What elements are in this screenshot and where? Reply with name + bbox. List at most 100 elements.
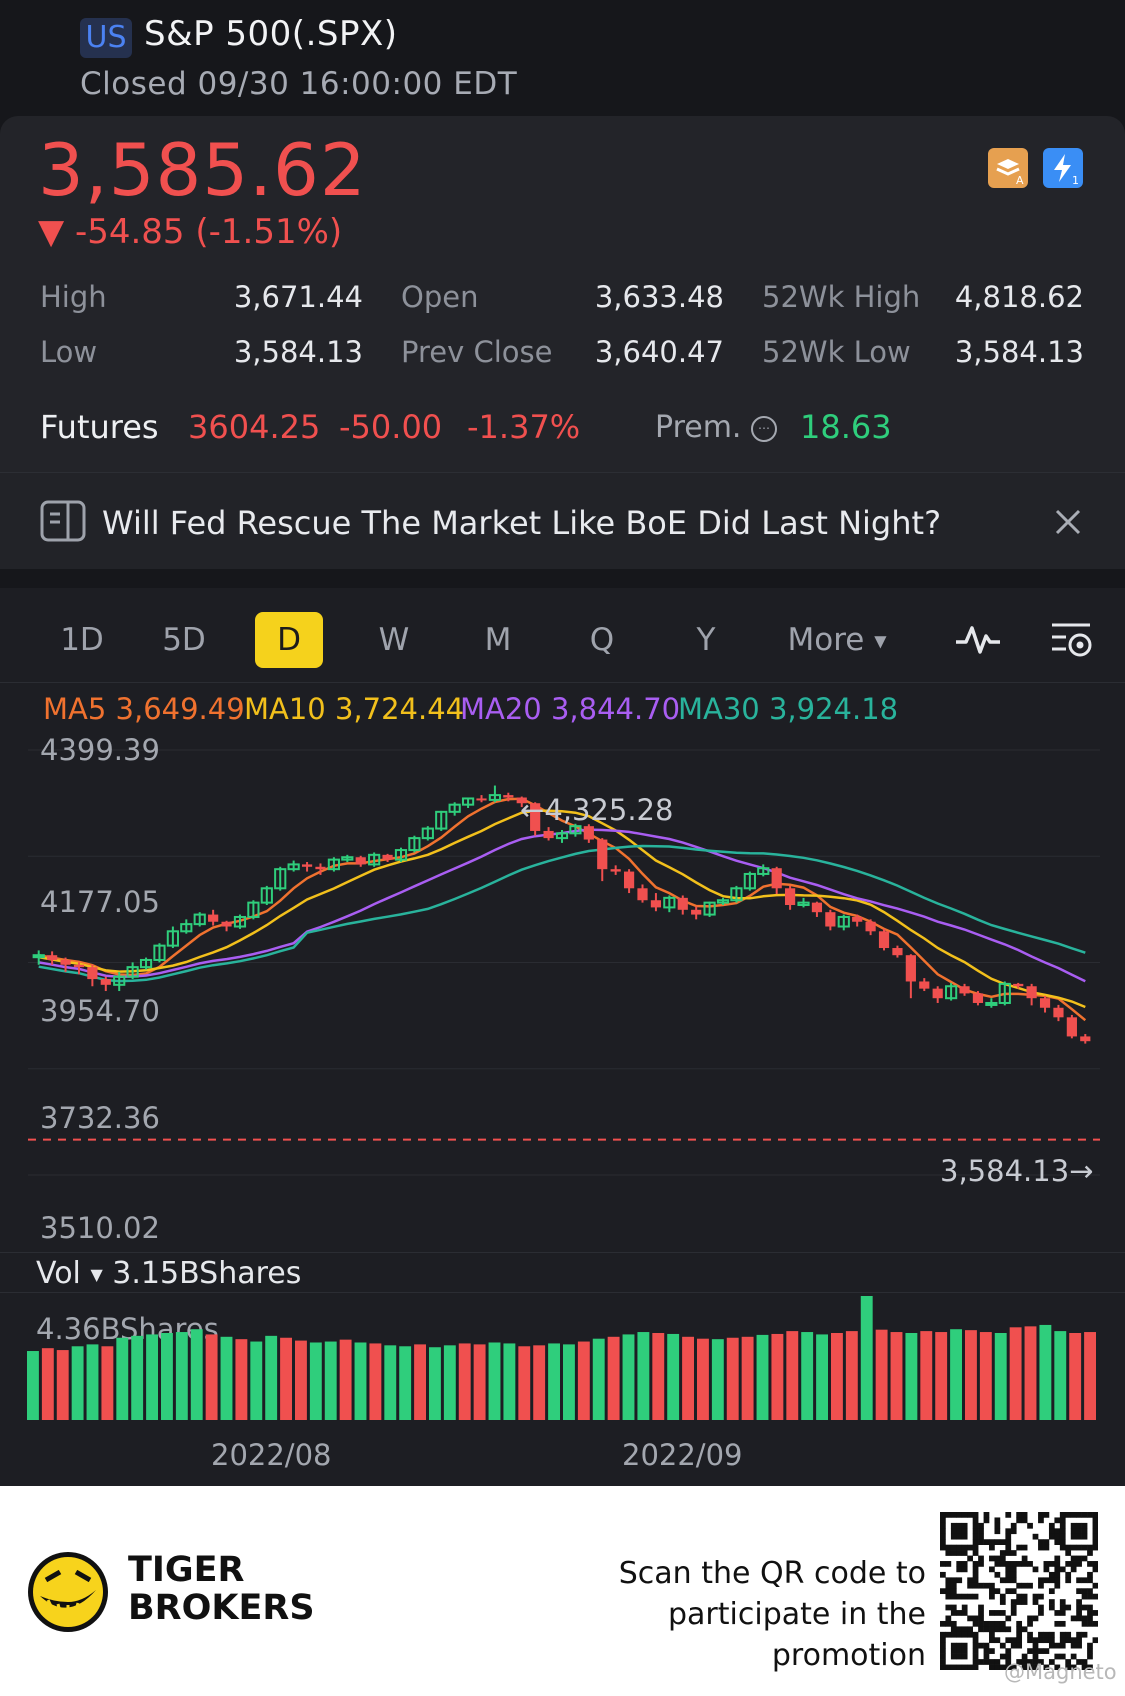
qr-module [1092,1544,1098,1551]
qr-code[interactable] [940,1512,1098,1670]
qr-module [1054,1539,1061,1545]
tab-5d[interactable]: 5D [162,622,206,658]
tab-more[interactable]: More ▼ [787,622,887,658]
qr-module [1043,1637,1050,1644]
qr-module [1076,1561,1082,1567]
news-title[interactable]: Will Fed Rescue The Market Like BoE Did … [102,504,942,542]
volume-bar [369,1343,382,1420]
qr-module [994,1664,1001,1670]
chart-settings-icon[interactable] [1050,620,1094,664]
qr-module [1016,1561,1023,1567]
qr-module [1048,1642,1055,1649]
candle-body [32,954,45,959]
qr-module [1021,1544,1028,1551]
qr-module [989,1648,995,1654]
qr-module [1048,1588,1055,1595]
tab-q[interactable]: Q [589,622,615,658]
volume-bar [250,1341,263,1420]
ma30-line [38,844,1086,983]
qr-module [999,1577,1006,1584]
qr-module [972,1593,979,1600]
volume-bar [726,1337,739,1420]
qr-module [1016,1631,1023,1638]
qr-module [1016,1659,1023,1665]
qr-module [1021,1659,1028,1665]
price-change: ▼ -54.85 (-1.51%) [38,212,343,252]
candlestick-chart[interactable] [0,720,1125,1240]
qr-module [1005,1528,1012,1535]
qr-module [989,1637,995,1644]
last-price: 3,585.62 [38,128,367,212]
qr-module [956,1642,963,1649]
qr-module [950,1550,957,1556]
candle-body [1053,1007,1064,1018]
tab-y[interactable]: Y [696,622,716,658]
volume-bar [771,1333,784,1420]
qr-module [1021,1664,1028,1670]
candle-body [221,921,232,927]
y-tick-2: 4177.05 [40,885,160,919]
lightning-icon[interactable]: 1 [1043,148,1083,188]
stat-label-prev-close: Prev Close [401,335,553,369]
news-banner[interactable] [0,472,1125,569]
candle-body [543,830,554,839]
close-icon[interactable] [1054,508,1082,540]
qr-module [989,1588,995,1595]
qr-module [1032,1599,1039,1605]
qr-module [956,1664,963,1670]
qr-module [1016,1626,1023,1633]
qr-module [999,1620,1006,1627]
qr-module [940,1539,946,1545]
qr-module [961,1566,968,1573]
tab-m[interactable]: M [484,622,512,658]
qr-module [1016,1642,1023,1649]
qr-module [1070,1642,1077,1649]
qr-module [972,1653,979,1660]
qr-module [994,1620,1001,1627]
volume-bar [860,1296,873,1420]
qr-module [1038,1577,1044,1584]
info-icon[interactable]: ⋯ [751,415,778,442]
qr-module [1059,1528,1066,1535]
candle-body [461,797,475,806]
volume-bar [548,1343,560,1420]
qr-module [972,1648,979,1654]
qr-module [989,1631,995,1638]
qr-module [1087,1588,1093,1595]
volume-chart[interactable] [0,1290,1125,1422]
qr-module [978,1533,984,1540]
qr-module [1076,1599,1082,1605]
tab-w[interactable]: W [378,622,410,658]
qr-module [1065,1631,1072,1638]
indicator-icon[interactable] [954,622,1002,660]
tab-1d[interactable]: 1D [60,622,104,658]
qr-module [989,1566,995,1573]
volume-bar [473,1344,486,1420]
candle-body [743,872,756,890]
futures-label[interactable]: Futures [40,408,159,446]
volume-bar [637,1332,650,1420]
qr-module [1010,1664,1017,1670]
volume-bar [280,1337,292,1420]
volume-selector[interactable]: Vol ▼ 3.15BShares [36,1256,302,1291]
qr-module [1005,1637,1012,1644]
qr-module [1032,1637,1039,1644]
qr-module [1070,1664,1077,1670]
volume-bar [56,1350,69,1420]
qr-module [961,1610,968,1616]
qr-module [1081,1577,1088,1584]
qr-module [978,1620,984,1627]
qr-module [1076,1631,1082,1638]
qr-module [940,1664,946,1670]
qr-module [956,1512,963,1518]
tab-d[interactable]: D [255,612,323,668]
qr-module [961,1653,968,1660]
level2-icon[interactable]: A [988,148,1028,188]
candle-body [811,902,823,913]
qr-module [1027,1561,1033,1567]
qr-module [940,1659,946,1665]
qr-module [989,1610,995,1616]
qr-module [1032,1593,1039,1600]
volume-bar [667,1333,680,1420]
volume-bar [205,1334,218,1420]
